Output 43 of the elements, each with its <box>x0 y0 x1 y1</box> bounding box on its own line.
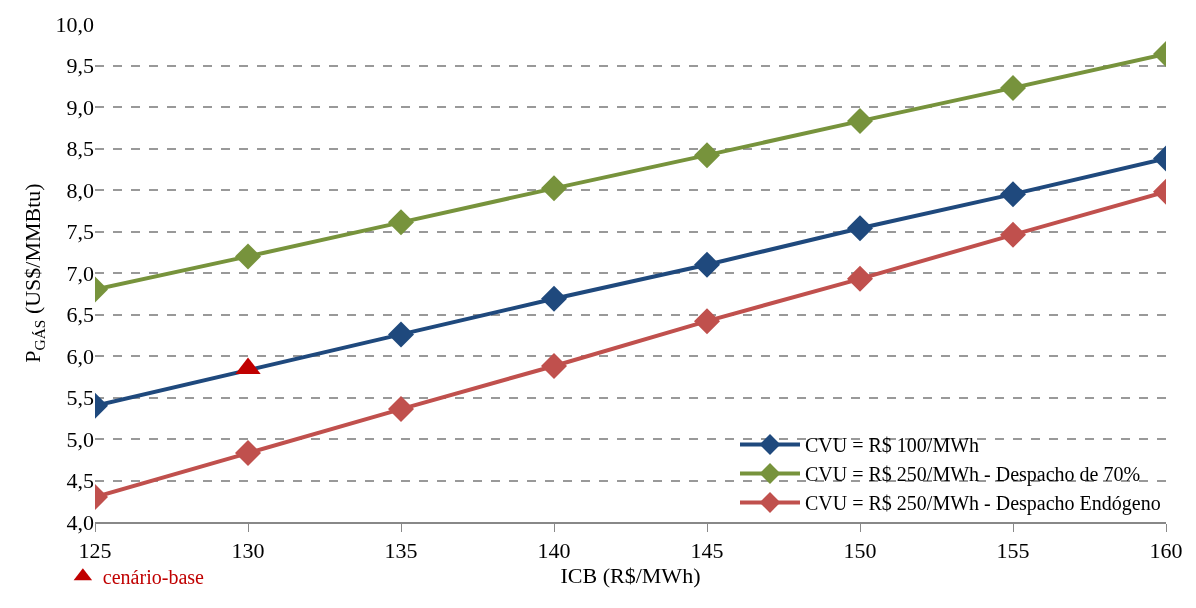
y-tick-label: 6,5 <box>66 302 94 328</box>
point <box>694 308 720 335</box>
x-tick-label: 140 <box>537 538 571 564</box>
y-tick-label: 8,0 <box>66 177 94 203</box>
legend-label: CVU = R$ 250/MWh - Despacho Endógeno <box>805 492 1161 516</box>
point <box>847 215 873 242</box>
legend-label: CVU = R$ 250/MWh - Despacho de 70% <box>805 463 1141 487</box>
x-tick-label: 145 <box>690 538 724 564</box>
legend-label: cenário-base <box>102 566 205 589</box>
y-tick-label: 4,0 <box>66 509 94 535</box>
y-tick-label: 9,0 <box>66 94 94 120</box>
point <box>694 251 720 278</box>
y-tick-label: 7,0 <box>66 260 94 286</box>
y-tick-label: 4,5 <box>66 468 94 494</box>
point <box>694 142 720 169</box>
y-tick-label: 6,0 <box>66 343 94 369</box>
x-tick-label: 150 <box>843 538 877 564</box>
y-tick-label: 8,5 <box>66 136 94 162</box>
point <box>541 285 567 312</box>
point <box>541 175 567 202</box>
point <box>1000 221 1026 248</box>
y-tick-label: 10,0 <box>55 11 94 37</box>
point <box>541 352 567 379</box>
point <box>388 209 414 236</box>
x-tick-label: 125 <box>78 538 112 564</box>
point <box>235 243 261 270</box>
x-tick-label: 135 <box>384 538 418 564</box>
point <box>388 396 414 423</box>
y-tick-label: 9,5 <box>66 53 94 79</box>
x-tick-label: 155 <box>996 538 1030 564</box>
point <box>1000 74 1026 101</box>
point <box>847 265 873 292</box>
point <box>235 440 261 467</box>
point <box>388 321 414 348</box>
point <box>847 108 873 135</box>
y-tick-label: 5,5 <box>66 385 94 411</box>
point <box>1000 181 1026 208</box>
x-tick-label: 130 <box>231 538 265 564</box>
x-axis-title: ICB (R$/MWh) <box>560 563 701 589</box>
x-tick-label: 160 <box>1149 538 1183 564</box>
y-tick-label: 5,0 <box>66 426 94 452</box>
legend-label: CVU = R$ 100/MWh <box>805 434 980 457</box>
y-tick-label: 7,5 <box>66 219 94 245</box>
